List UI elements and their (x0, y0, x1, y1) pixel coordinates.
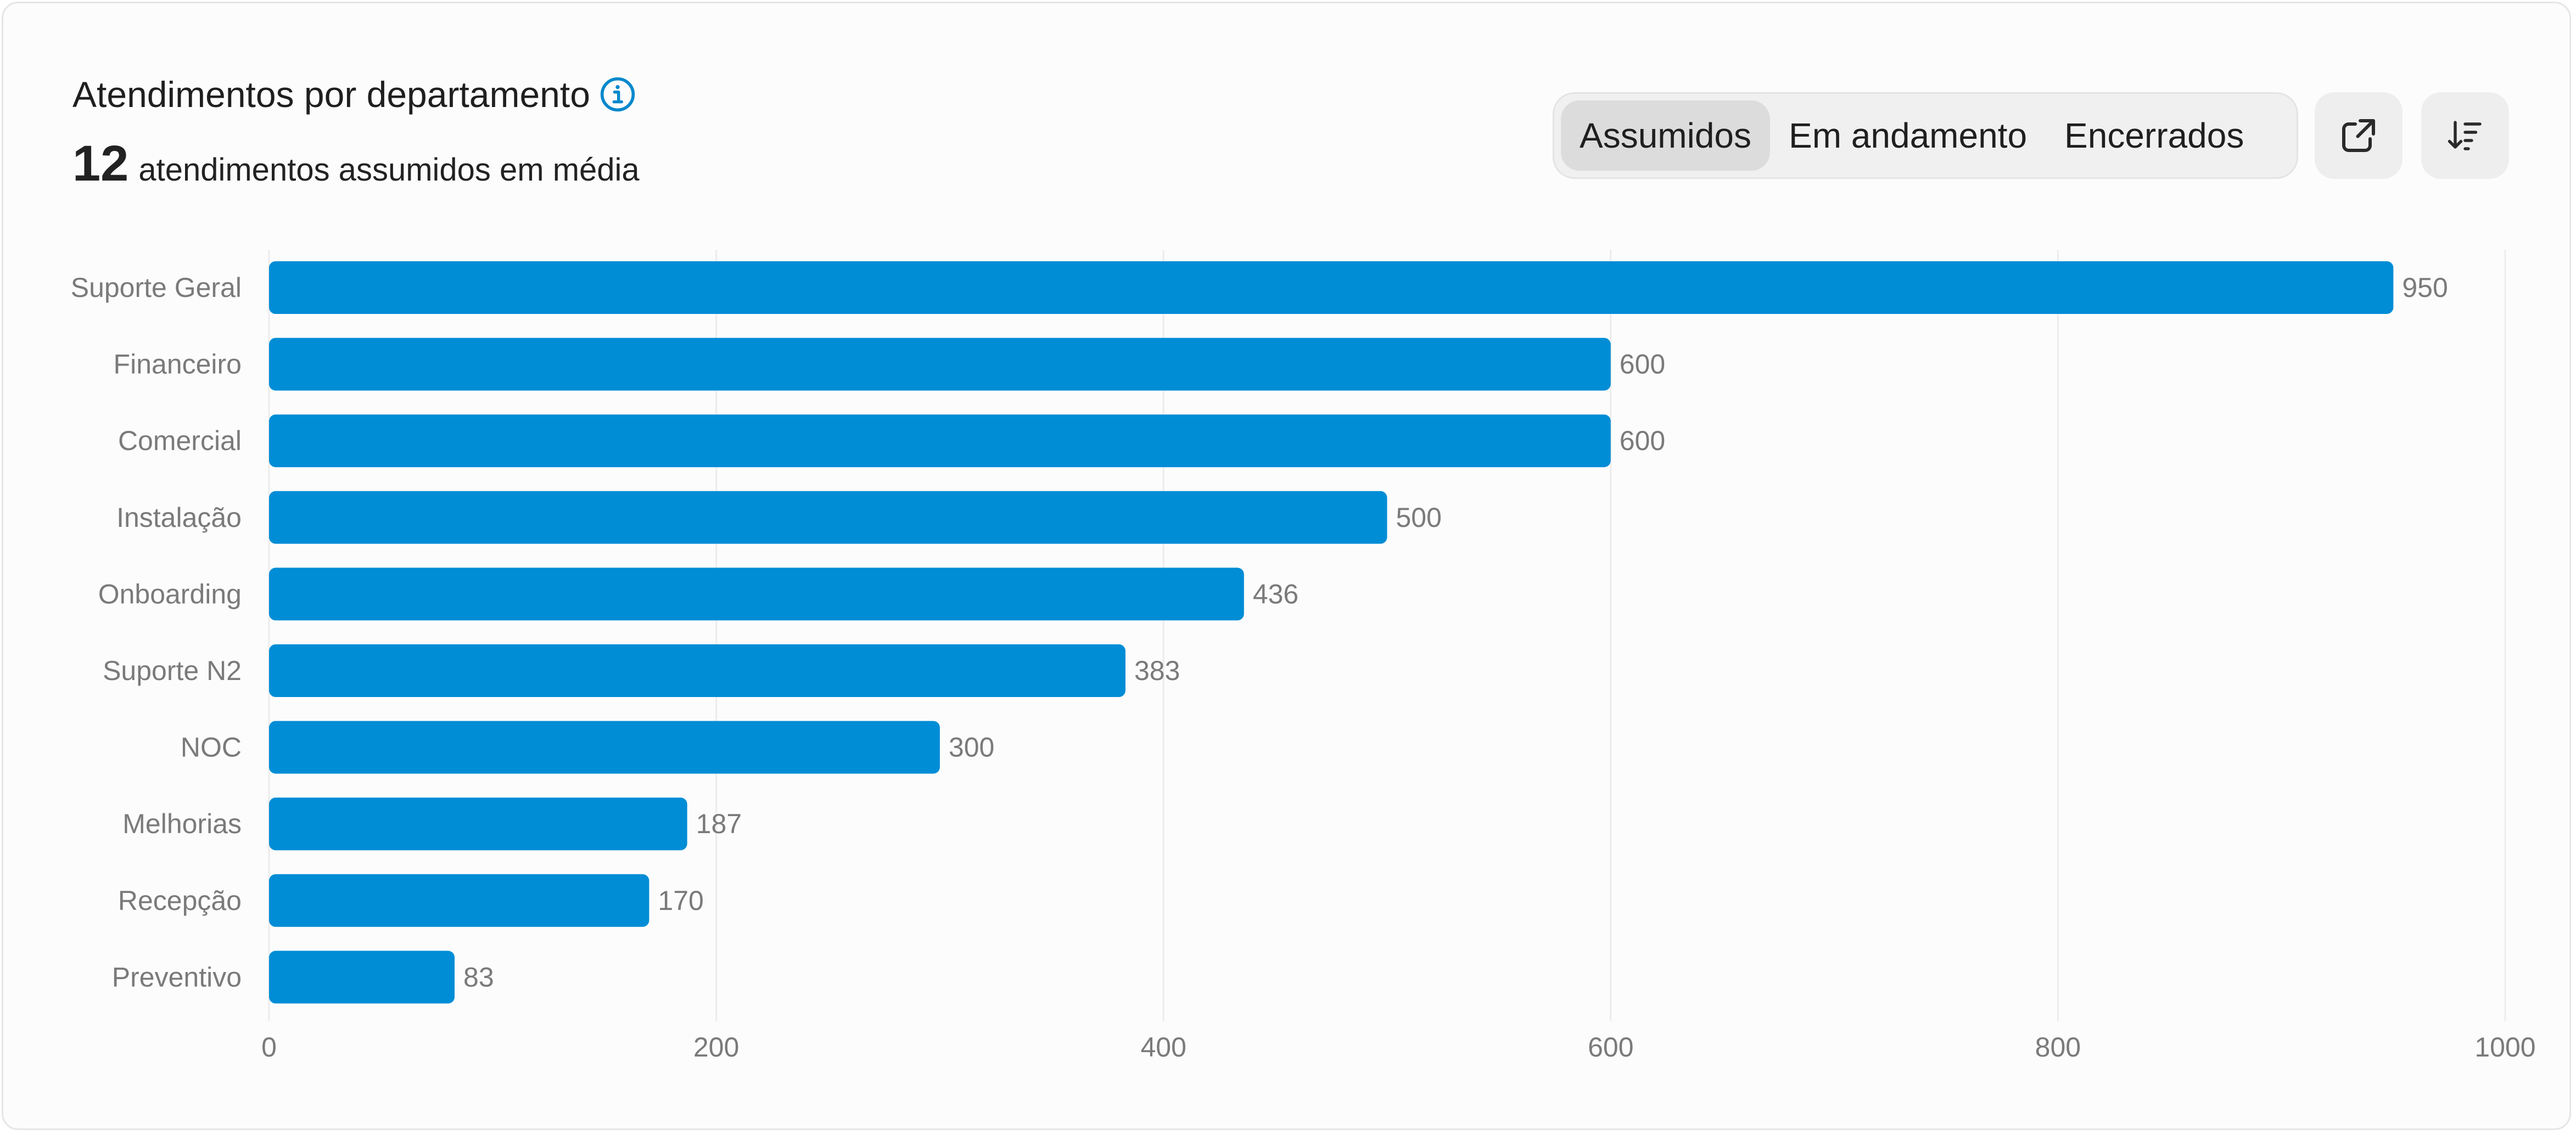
value-label-suporte-geral: 950 (2402, 272, 2448, 303)
bar-comercial[interactable] (269, 414, 1611, 468)
value-label-instalacao: 500 (1396, 502, 1442, 533)
value-label-noc: 300 (949, 732, 994, 763)
x-tick-label-800: 800 (2035, 1032, 2081, 1063)
bar-noc[interactable] (269, 721, 940, 774)
value-label-financeiro: 600 (1620, 349, 1665, 380)
bar-suporte-n2[interactable] (269, 644, 1125, 697)
category-label-instalacao: Instalação (116, 502, 242, 533)
bar-recepcao[interactable] (269, 874, 649, 927)
x-tick-label-0: 0 (261, 1032, 277, 1063)
average-summary: 12 atendimentos assumidos em média (72, 138, 640, 189)
tab-assumidos[interactable]: Assumidos (1561, 100, 1770, 171)
value-label-melhorias: 187 (696, 808, 742, 839)
x-tick-label-200: 200 (693, 1032, 739, 1063)
category-label-suporte-geral: Suporte Geral (71, 272, 242, 303)
x-tick-label-600: 600 (1588, 1032, 1633, 1063)
value-label-comercial: 600 (1620, 425, 1665, 456)
chart-title: Atendimentos por departamento (72, 74, 590, 115)
category-label-preventivo: Preventivo (112, 962, 242, 992)
external-link-icon (2342, 119, 2375, 152)
tab-encerrados[interactable]: Encerrados (2064, 116, 2244, 155)
average-value: 12 (72, 136, 129, 192)
sort-descending-icon (2448, 121, 2482, 150)
value-label-onboarding: 436 (1253, 578, 1298, 609)
tab-em-andamento[interactable]: Em andamento (1789, 116, 2028, 155)
category-label-comercial: Comercial (118, 425, 242, 456)
category-label-suporte-n2: Suporte N2 (103, 655, 242, 686)
bar-suporte-geral[interactable] (269, 261, 2394, 314)
x-tick-label-400: 400 (1140, 1032, 1186, 1063)
category-label-recepcao: Recepção (118, 885, 242, 916)
bar-preventivo[interactable] (269, 951, 455, 1004)
category-label-noc: NOC (181, 732, 242, 763)
category-label-financeiro: Financeiro (114, 349, 242, 380)
info-icon[interactable] (599, 76, 636, 113)
x-tick-label-1000: 1000 (2474, 1032, 2535, 1063)
bar-melhorias[interactable] (269, 797, 687, 851)
category-label-melhorias: Melhorias (122, 808, 242, 839)
bar-onboarding[interactable] (269, 568, 1244, 621)
status-segmented-control: Assumidos Em andamento Encerrados (1553, 92, 2298, 179)
bar-financeiro[interactable] (269, 338, 1611, 391)
value-label-recepcao: 170 (658, 885, 703, 916)
category-label-onboarding: Onboarding (98, 578, 242, 609)
sort-button[interactable] (2421, 92, 2509, 179)
average-label: atendimentos assumidos em média (138, 152, 640, 188)
value-label-preventivo: 83 (463, 962, 494, 992)
export-button[interactable] (2315, 92, 2403, 179)
bar-instalacao[interactable] (269, 491, 1387, 544)
title-row: Atendimentos por departamento (72, 76, 636, 113)
value-label-suporte-n2: 383 (1134, 655, 1180, 686)
